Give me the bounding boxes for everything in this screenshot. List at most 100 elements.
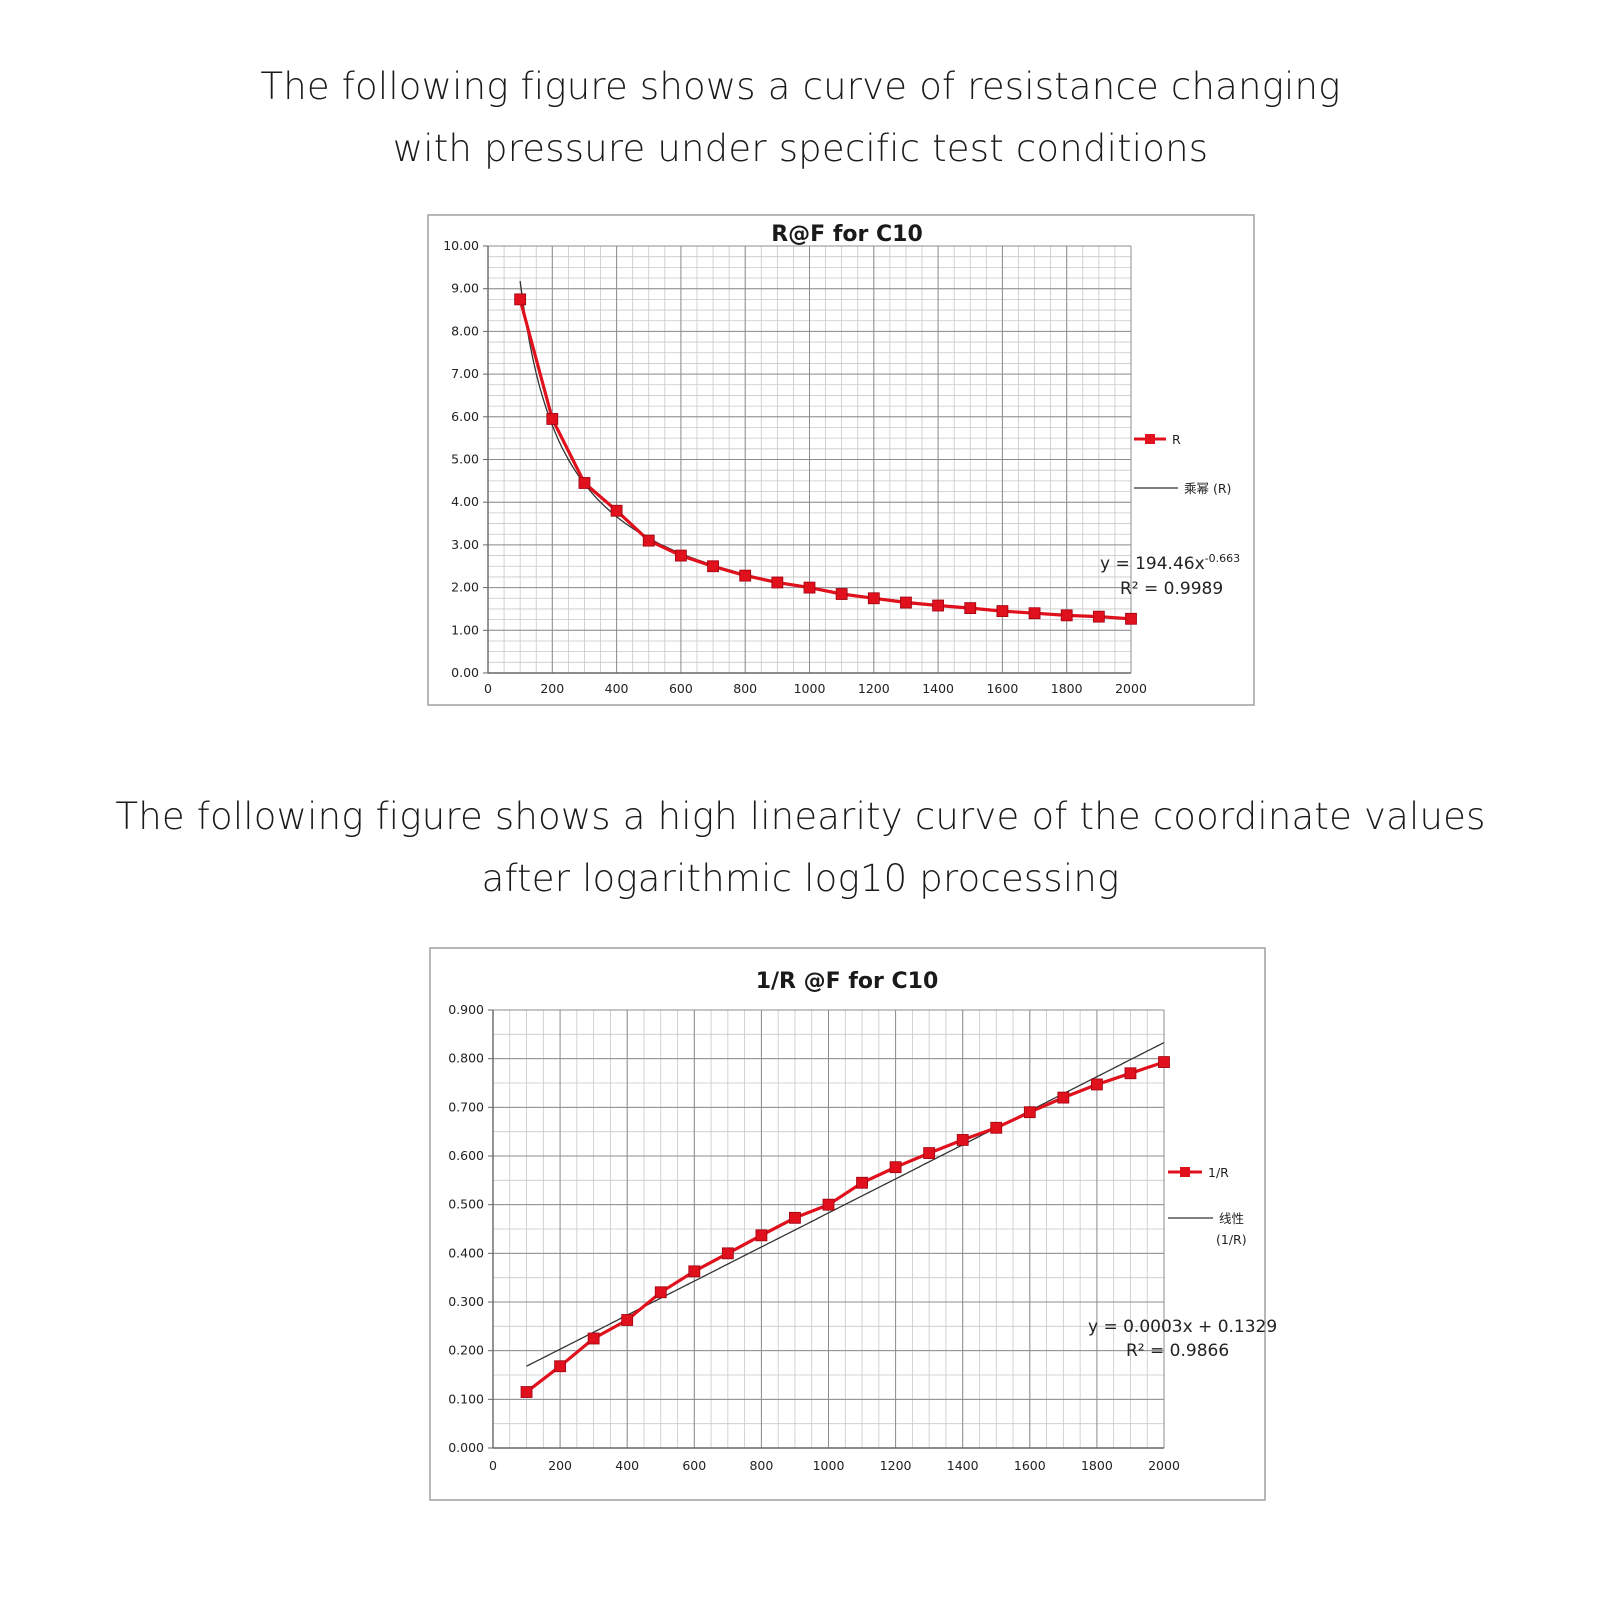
data-point	[867, 592, 880, 605]
data-point	[803, 581, 816, 594]
y-tick-label: 9.00	[451, 281, 479, 296]
y-tick-label: 0.600	[448, 1148, 484, 1163]
bottom-caption: The following figure shows a high linear…	[0, 786, 1601, 910]
x-tick-label: 2000	[1148, 1458, 1180, 1473]
y-tick-label: 0.700	[448, 1099, 484, 1114]
y-tick-label: 6.00	[451, 409, 479, 424]
data-point	[707, 560, 719, 573]
data-point	[990, 1121, 1003, 1134]
y-tick-label: 0.400	[448, 1245, 484, 1260]
x-tick-label: 400	[615, 1458, 639, 1473]
x-tick-label: 1000	[813, 1458, 845, 1473]
legend: R 乘幂 (R)	[1134, 432, 1231, 496]
r-squared-label: R² = 0.9866	[1126, 1341, 1229, 1361]
chart-axes	[483, 245, 1131, 674]
x-tick-label: 800	[733, 681, 757, 696]
x-tick-label: 600	[682, 1458, 706, 1473]
x-tick-label: 1200	[880, 1458, 912, 1473]
data-point	[1028, 607, 1041, 620]
x-tick-labels: 0 200 400 600 800 1000 1200 1400 1600 1800 2000	[484, 681, 1147, 696]
x-tick-label: 0	[489, 1458, 497, 1473]
legend-label-trend: 乘幂 (R)	[1184, 481, 1231, 496]
y-tick-label: 0.000	[448, 1440, 484, 1455]
data-point	[923, 1147, 936, 1159]
data-point	[1023, 1106, 1036, 1119]
y-tick-label: 0.00	[451, 665, 479, 680]
data-point	[1091, 1078, 1103, 1091]
data-point	[642, 534, 655, 547]
data-point	[621, 1314, 634, 1326]
x-tick-label: 400	[605, 681, 629, 696]
y-tick-label: 0.500	[448, 1197, 484, 1212]
legend-label-trend-2: (1/R)	[1216, 1232, 1247, 1247]
legend: 1/R 线性 (1/R)	[1168, 1165, 1247, 1247]
chart-title: 1/R @F for C10	[756, 969, 939, 994]
trend-equation: y = 194.46x-0.663	[1100, 552, 1240, 574]
data-point	[964, 602, 977, 614]
y-tick-label: 8.00	[451, 323, 479, 338]
data-point	[1125, 612, 1137, 625]
data-point	[1092, 610, 1105, 623]
y-tick-label: 1.00	[451, 622, 479, 637]
y-tick-label: 0.900	[448, 1002, 484, 1017]
equation-main: y = 194.46x	[1100, 554, 1205, 574]
data-point	[900, 596, 912, 609]
data-point	[1060, 609, 1073, 622]
y-tick-label: 5.00	[451, 452, 479, 467]
y-tick-label: 2.00	[451, 580, 479, 595]
data-point	[610, 504, 623, 517]
top-caption-line-2: with pressure under specific test condit…	[392, 127, 1209, 170]
series-markers	[520, 1056, 1170, 1398]
data-point	[996, 605, 1009, 617]
data-point	[932, 599, 944, 612]
x-tick-label: 1000	[794, 681, 826, 696]
chart-grid	[492, 1009, 1165, 1449]
data-point	[587, 1332, 600, 1345]
data-point	[546, 413, 559, 425]
x-tick-labels: 0 200 400 600 800 1000 1200 1400 1600 1800 2000	[489, 1458, 1180, 1473]
data-point	[675, 549, 687, 562]
x-tick-label: 0	[484, 681, 492, 696]
x-tick-label: 1400	[947, 1458, 979, 1473]
bottom-caption-line-1: The following figure shows a high linear…	[115, 795, 1486, 838]
series-markers	[514, 293, 1137, 625]
data-point	[721, 1247, 734, 1260]
x-tick-label: 200	[548, 1458, 572, 1473]
x-tick-label: 1600	[986, 681, 1018, 696]
data-point	[835, 588, 848, 600]
y-tick-label: 0.100	[448, 1391, 484, 1406]
data-point	[889, 1161, 902, 1174]
data-point	[688, 1265, 701, 1278]
data-point	[956, 1134, 969, 1146]
data-point	[578, 477, 591, 489]
y-tick-label: 0.200	[448, 1343, 484, 1358]
y-tick-labels: 0.00 1.00 2.00 3.00 4.00 5.00 6.00 7.00 8.00 9.00…	[443, 238, 479, 680]
data-point	[789, 1211, 801, 1224]
legend-marker-r	[1145, 434, 1155, 444]
y-tick-label: 7.00	[451, 366, 479, 381]
data-point	[771, 576, 784, 589]
data-point	[514, 293, 527, 306]
equation-exponent: -0.663	[1205, 552, 1240, 565]
bottom-caption-line-2: after logarithmic log10 processing	[481, 857, 1120, 900]
y-tick-label: 3.00	[451, 537, 479, 552]
y-tick-label: 0.800	[448, 1051, 484, 1066]
top-caption-line-1: The following figure shows a curve of re…	[260, 65, 1341, 108]
data-point	[1057, 1091, 1070, 1104]
data-point	[1158, 1056, 1170, 1068]
data-point	[520, 1386, 533, 1398]
resistance-chart: R@F for C10 0.00 1.00 2.00 3.00 4.00 5.00 6.00…	[427, 214, 1255, 706]
chart-axes	[488, 1009, 1164, 1449]
chart-title: R@F for C10	[771, 222, 923, 247]
x-tick-label: 1600	[1014, 1458, 1046, 1473]
x-tick-label: 1200	[858, 681, 890, 696]
y-tick-labels: 0.000 0.100 0.200 0.300 0.400 0.500 0.600 0.700…	[448, 1002, 484, 1455]
data-point	[554, 1360, 566, 1373]
x-tick-label: 1800	[1051, 681, 1083, 696]
legend-label-inverse-r: 1/R	[1208, 1165, 1229, 1180]
data-point	[856, 1176, 868, 1189]
data-point	[1124, 1067, 1137, 1080]
x-tick-label: 200	[540, 681, 564, 696]
x-tick-label: 600	[669, 681, 693, 696]
